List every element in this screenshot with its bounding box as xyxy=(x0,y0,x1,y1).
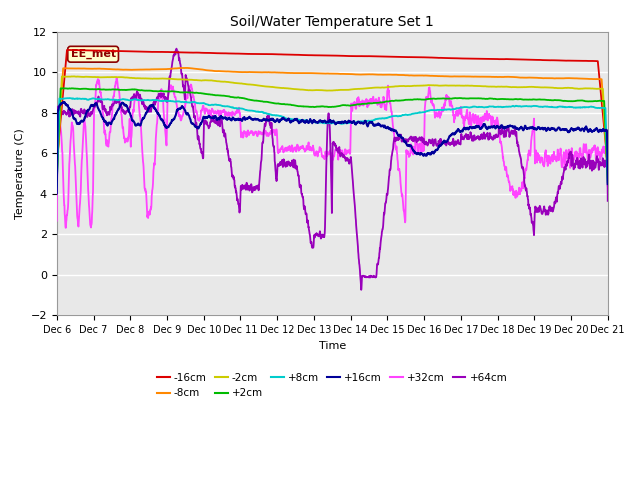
Legend: -16cm, -8cm, -2cm, +2cm, +8cm, +16cm, +32cm, +64cm: -16cm, -8cm, -2cm, +2cm, +8cm, +16cm, +3… xyxy=(153,369,511,402)
Y-axis label: Temperature (C): Temperature (C) xyxy=(15,128,25,219)
X-axis label: Time: Time xyxy=(319,341,346,351)
Title: Soil/Water Temperature Set 1: Soil/Water Temperature Set 1 xyxy=(230,15,434,29)
Text: EE_met: EE_met xyxy=(70,49,116,60)
